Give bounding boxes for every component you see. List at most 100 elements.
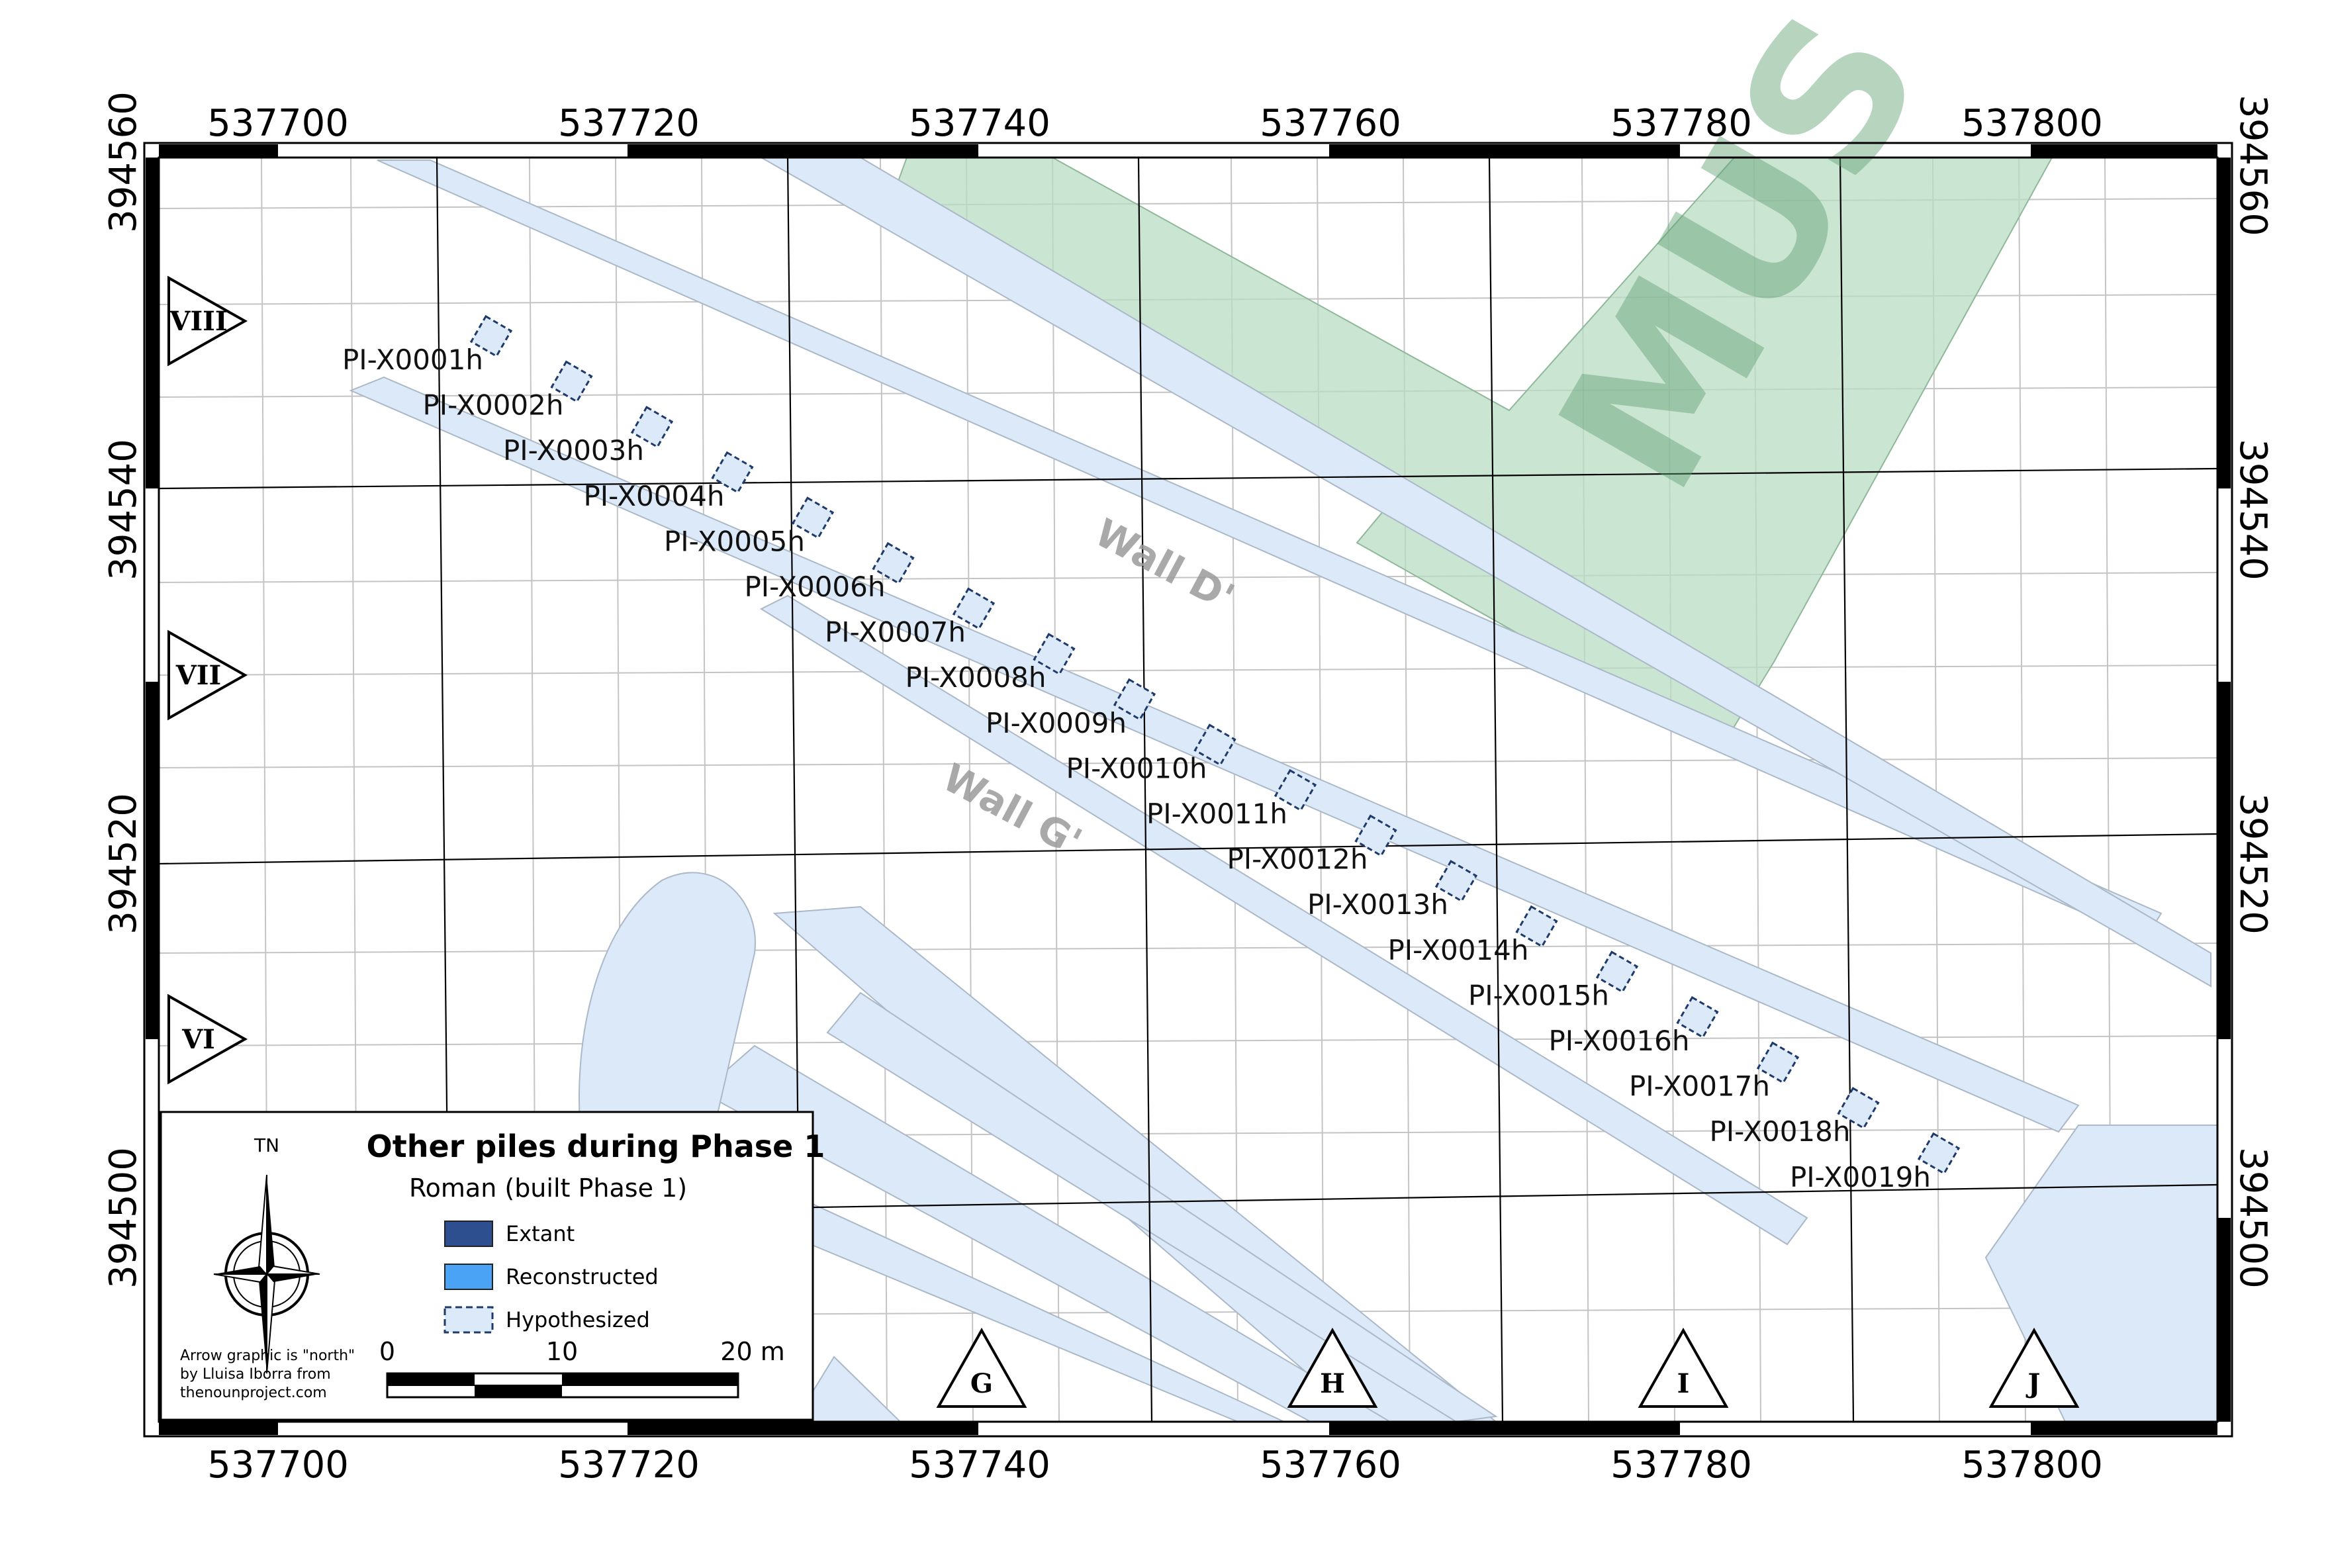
credit-line-2: by Lluisa Iborra from bbox=[180, 1366, 331, 1383]
legend-swatch-extant bbox=[444, 1221, 493, 1247]
column-marker-h: H bbox=[1320, 1368, 1345, 1399]
pile-PI-X0018h bbox=[1837, 1087, 1880, 1130]
legend-subtitle: Roman (built Phase 1) bbox=[409, 1174, 687, 1203]
y-tick-right-394520: 394520 bbox=[2231, 793, 2274, 935]
pile-PI-X0019h bbox=[1917, 1132, 1961, 1175]
y-axis-right-labels: 394560 394540 394520 394500 bbox=[2231, 95, 2274, 1289]
column-marker-j-shape bbox=[1988, 1327, 2080, 1408]
x-tick-top-537740: 537740 bbox=[909, 102, 1050, 145]
pile-PI-X0005h bbox=[791, 496, 835, 539]
pile-label: PI-X0018h bbox=[1709, 1115, 1850, 1148]
column-markers: G H I J bbox=[936, 1327, 2080, 1408]
pile-label: PI-X0009h bbox=[986, 707, 1127, 739]
y-axis-left-labels: 394560 394540 394520 394500 bbox=[102, 91, 145, 1289]
pile-PI-X0009h bbox=[1113, 678, 1156, 721]
pile-PI-X0006h bbox=[872, 541, 915, 585]
x-axis-top-labels: 537700 537720 537740 537760 537780 53780… bbox=[207, 102, 2103, 145]
pile-label: PI-X0006h bbox=[744, 571, 885, 603]
y-tick-right-394540: 394540 bbox=[2231, 439, 2274, 580]
row-markers: VIII VII VI bbox=[167, 275, 248, 1085]
x-tick-bottom-537800: 537800 bbox=[1961, 1444, 2103, 1487]
x-tick-bottom-537760: 537760 bbox=[1260, 1444, 1401, 1487]
pile-label: PI-X0011h bbox=[1146, 798, 1287, 830]
x-tick-top-537800: 537800 bbox=[1961, 102, 2103, 145]
pile-label: PI-X0007h bbox=[825, 616, 966, 649]
row-marker-viii-shape bbox=[167, 275, 248, 367]
pile-label: PI-X0012h bbox=[1227, 843, 1368, 876]
credit-line-3: thenounproject.com bbox=[180, 1385, 327, 1401]
pile-label: PI-X0001h bbox=[342, 344, 483, 376]
pile-label: PI-X0015h bbox=[1468, 979, 1609, 1011]
pile-PI-X0016h bbox=[1676, 995, 1719, 1039]
pile-label: PI-X0019h bbox=[1790, 1161, 1931, 1193]
x-tick-bottom-537720: 537720 bbox=[558, 1444, 700, 1487]
pile-PI-X0014h bbox=[1515, 905, 1558, 948]
row-marker-vi: VI bbox=[181, 1024, 215, 1055]
pile-label: PI-X0002h bbox=[422, 389, 563, 422]
y-tick-left-394500: 394500 bbox=[102, 1147, 145, 1289]
map-frame bbox=[143, 142, 2233, 1438]
pile-label: PI-X0014h bbox=[1387, 934, 1528, 966]
pile-label: PI-X0017h bbox=[1629, 1070, 1770, 1103]
column-marker-g-shape bbox=[936, 1327, 1027, 1408]
pile-PI-X0001h bbox=[469, 314, 513, 358]
y-tick-left-394520: 394520 bbox=[102, 793, 145, 935]
pile-label: PI-X0013h bbox=[1307, 888, 1448, 921]
column-marker-i: I bbox=[1677, 1368, 1690, 1399]
y-tick-right-394560: 394560 bbox=[2231, 95, 2274, 236]
scale-label-10: 10 bbox=[546, 1337, 578, 1366]
y-tick-left-394560: 394560 bbox=[102, 91, 145, 233]
pile-PI-X0004h bbox=[711, 451, 754, 494]
row-marker-vii-shape bbox=[167, 629, 248, 721]
column-marker-j: J bbox=[2026, 1368, 2041, 1399]
pile-label: PI-X0016h bbox=[1548, 1025, 1689, 1057]
scale-label-20: 20 m bbox=[720, 1337, 784, 1366]
legend-label-reconstructed: Reconstructed bbox=[506, 1264, 659, 1289]
piles-layer: PI-X0001h PI-X0002h PI-X0003h PI-X0004h PI-X… bbox=[342, 314, 1961, 1193]
row-marker-vi-shape bbox=[167, 993, 248, 1085]
x-tick-bottom-537700: 537700 bbox=[207, 1444, 349, 1487]
column-marker-i-shape bbox=[1638, 1327, 1729, 1408]
pile-PI-X0007h bbox=[952, 587, 996, 630]
legend-title: Other piles during Phase 1 bbox=[367, 1129, 825, 1164]
x-tick-bottom-537780: 537780 bbox=[1610, 1444, 1752, 1487]
x-tick-bottom-537740: 537740 bbox=[909, 1444, 1050, 1487]
pile-label: PI-X0008h bbox=[905, 661, 1046, 694]
legend-label-hypothesized: Hypothesized bbox=[506, 1307, 650, 1332]
y-tick-left-394540: 394540 bbox=[102, 439, 145, 580]
legend-swatch-reconstructed bbox=[444, 1264, 493, 1290]
pile-PI-X0002h bbox=[550, 360, 593, 403]
north-label: TN bbox=[254, 1134, 279, 1156]
pile-label: PI-X0010h bbox=[1066, 752, 1207, 784]
pile-label: PI-X0003h bbox=[503, 434, 644, 467]
pile-PI-X0003h bbox=[630, 406, 674, 449]
pile-PI-X0017h bbox=[1756, 1041, 1800, 1084]
row-marker-viii: VIII bbox=[169, 306, 227, 337]
x-tick-top-537760: 537760 bbox=[1260, 102, 1401, 145]
x-tick-top-537720: 537720 bbox=[558, 102, 700, 145]
pile-PI-X0011h bbox=[1274, 768, 1317, 812]
pile-PI-X0010h bbox=[1193, 723, 1236, 766]
row-marker-vii: VII bbox=[175, 660, 221, 691]
x-tick-top-537700: 537700 bbox=[207, 102, 349, 145]
x-axis-bottom-labels: 537700 537720 537740 537760 537780 53780… bbox=[207, 1444, 2103, 1487]
x-tick-top-537780: 537780 bbox=[1610, 102, 1752, 145]
y-tick-right-394500: 394500 bbox=[2231, 1147, 2274, 1289]
legend: Other piles during Phase 1 Roman (built … bbox=[160, 1111, 825, 1421]
scale-label-0: 0 bbox=[379, 1337, 395, 1366]
roman-walls bbox=[349, 158, 2217, 1422]
pile-PI-X0008h bbox=[1033, 633, 1076, 676]
pile-label: PI-X0005h bbox=[664, 525, 805, 557]
pile-label: PI-X0004h bbox=[583, 480, 724, 512]
north-arrow-icon bbox=[213, 1174, 320, 1374]
scale-bar: 0 10 20 m bbox=[379, 1337, 785, 1399]
column-marker-h-shape bbox=[1287, 1327, 1378, 1408]
pile-PI-X0015h bbox=[1595, 950, 1639, 993]
legend-label-extant: Extant bbox=[506, 1221, 575, 1246]
legend-swatch-hypothesized bbox=[443, 1306, 494, 1334]
pile-PI-X0013h bbox=[1434, 860, 1478, 903]
credit-line-1: Arrow graphic is "north" bbox=[180, 1348, 355, 1364]
pile-PI-X0012h bbox=[1354, 814, 1397, 857]
column-marker-g: G bbox=[970, 1368, 993, 1399]
